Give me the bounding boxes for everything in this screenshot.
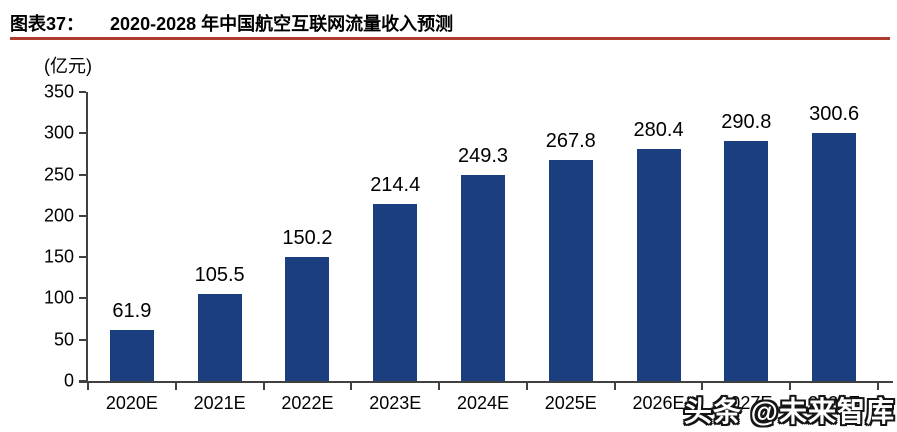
bar-2024E [461, 175, 505, 381]
x-axis-category-label: 2027E [720, 393, 773, 413]
bar-2026E [636, 149, 681, 381]
bar-2027E [724, 140, 769, 381]
y-axis-tick-label: 200 [43, 205, 74, 226]
y-axis-line [86, 92, 88, 383]
y-axis-tick [79, 214, 86, 217]
x-axis-category-label: 2026E [632, 393, 685, 413]
y-axis-tick-label: 150 [43, 246, 74, 267]
x-axis-tick [262, 383, 265, 390]
bar-2028E [812, 132, 857, 381]
x-axis-category-label: 2025E [544, 393, 597, 413]
x-axis-tick [438, 383, 441, 390]
bar-2022E [285, 256, 330, 381]
x-axis-tick [525, 383, 528, 390]
x-axis-tick [174, 383, 177, 390]
x-axis-tick [789, 383, 792, 390]
y-axis-tick [79, 173, 86, 176]
y-axis-tick-label: 0 [63, 370, 74, 391]
x-axis-category-label: 2028E [808, 393, 861, 413]
x-axis-tick [87, 383, 89, 390]
x-axis-category-label: 2023E [369, 393, 422, 413]
y-axis-tick [79, 338, 86, 341]
x-axis-tick [613, 383, 616, 390]
bar-2025E [548, 159, 593, 381]
y-axis-tick [79, 91, 86, 93]
bar-value-label: 267.8 [545, 129, 596, 152]
y-axis-tick [79, 297, 86, 300]
y-axis-tick [79, 132, 86, 135]
bar-value-label: 105.5 [194, 263, 245, 286]
x-axis-line [79, 381, 893, 383]
bar-2021E [197, 293, 242, 381]
watermark-text: 头条 @未来智库 [683, 396, 895, 427]
y-axis-unit-label: (亿元) [44, 56, 92, 76]
title-divider-line [10, 37, 890, 40]
figure-number-label: 图表37： [10, 14, 85, 34]
x-axis-tick [701, 383, 704, 390]
bar-value-label: 150.2 [282, 226, 333, 249]
bar-value-label: 300.6 [809, 102, 860, 125]
bar-value-label: 214.4 [370, 173, 421, 196]
y-axis-tick-label: 50 [53, 329, 74, 350]
x-axis-tick [350, 383, 353, 390]
x-axis-category-label: 2020E [105, 393, 158, 413]
y-axis-tick-label: 350 [43, 81, 74, 102]
bar-2020E [109, 329, 154, 381]
y-axis-tick [79, 380, 86, 382]
x-axis-tick [877, 383, 879, 390]
figure-title: 图表37： 2020-2028 年中国航空互联网流量收入预测 [10, 10, 453, 36]
bar-value-label: 290.8 [721, 110, 772, 133]
figure-title-text: 2020-2028 年中国航空互联网流量收入预测 [110, 14, 454, 34]
x-axis-category-label: 2021E [193, 393, 246, 413]
bar-value-label: 249.3 [457, 145, 509, 168]
x-axis-category-label: 2024E [456, 393, 510, 413]
y-axis-tick-label: 250 [43, 164, 74, 185]
bar-value-label: 280.4 [633, 119, 684, 142]
y-axis-tick-label: 300 [43, 122, 74, 143]
bar-2023E [373, 203, 418, 381]
y-axis-tick [79, 256, 86, 259]
x-axis-category-label: 2022E [281, 393, 334, 413]
bar-value-label: 61.9 [112, 299, 152, 322]
y-axis-tick-label: 100 [43, 287, 74, 308]
